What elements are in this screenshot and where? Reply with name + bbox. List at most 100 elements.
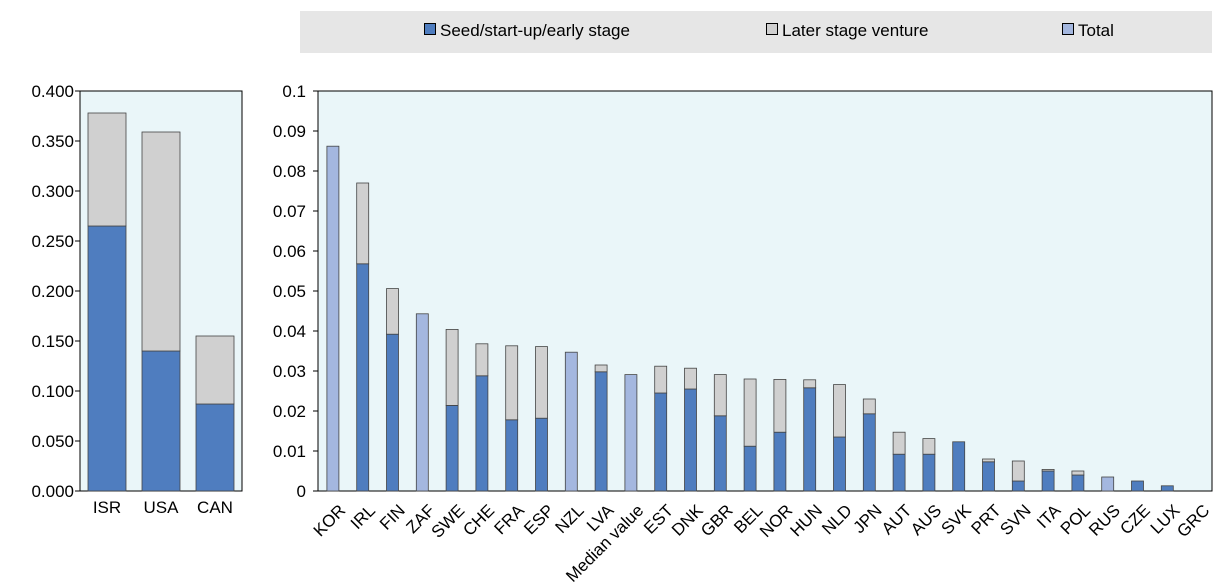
right-y-tick-label: 0.09 [273, 122, 306, 141]
left-bar-can-s1 [195, 335, 235, 405]
right-bar-lux-s0 [1160, 485, 1174, 492]
right-y-tick-label: 0.08 [273, 162, 306, 181]
right-x-label: CZE [1116, 501, 1153, 538]
right-x-label: EST [640, 501, 677, 538]
legend-item-seed: Seed/start-up/early stage [424, 21, 630, 41]
legend-swatch-total [1062, 23, 1074, 35]
right-x-label: NZL [551, 501, 587, 537]
right-x-label: HUN [787, 501, 826, 540]
right-x-label: GRC [1173, 501, 1213, 541]
left-y-tick-label: 0.200 [31, 282, 74, 301]
right-bar-jpn-s1 [862, 398, 876, 415]
right-bar-swe-s1 [445, 328, 459, 406]
left-y-tick-label: 0.400 [31, 82, 74, 101]
right-bar-swe-s0 [445, 404, 459, 492]
right-bar-svn-s1 [1011, 460, 1025, 482]
right-x-label: POL [1057, 501, 1094, 538]
right-bar-fra-s1 [505, 345, 519, 421]
right-bar-bel-s0 [743, 445, 757, 492]
left-y-tick-label: 0.000 [31, 482, 74, 501]
right-x-label: SVN [996, 501, 1034, 539]
right-y-tick-label: 0.01 [273, 442, 306, 461]
right-bar-jpn-s0 [862, 413, 876, 492]
right-y-tick-label: 0 [297, 482, 306, 501]
right-bar-ita-s0 [1041, 470, 1055, 492]
left-y-tick-label: 0.250 [31, 232, 74, 251]
right-bar-lva-s0 [594, 371, 608, 492]
right-bar-prt-s1 [982, 458, 995, 463]
right-bar-fin-s0 [386, 333, 399, 492]
legend-label-later: Later stage venture [782, 21, 929, 40]
right-x-label: CHE [459, 501, 498, 540]
left-bar-usa-s0 [141, 350, 181, 492]
right-x-label: FIN [376, 501, 409, 534]
right-x-label: SWE [428, 501, 469, 542]
right-bar-irl-s0 [356, 263, 370, 492]
right-y-tick-label: 0.03 [273, 362, 306, 381]
right-bar-aus-s0 [922, 453, 936, 492]
right-bar-esp-s1 [535, 346, 548, 419]
left-y-tick-label: 0.150 [31, 332, 74, 351]
right-bar-nld-s1 [833, 384, 846, 438]
right-x-label: AUS [907, 501, 945, 539]
left-bar-can-s0 [195, 403, 235, 492]
right-x-label: FRA [491, 500, 529, 538]
right-x-label: GBR [697, 501, 736, 540]
left-bar-isr-s1 [87, 112, 127, 227]
right-y-tick-label: 0.06 [273, 242, 306, 261]
left-bar-usa-s1 [141, 131, 181, 352]
right-bar-aus-s1 [922, 438, 936, 455]
right-x-label: DNK [668, 500, 707, 539]
right-bar-hun-s1 [803, 379, 817, 389]
right-bar-rus-s2 [1101, 476, 1115, 492]
legend-swatch-later [766, 23, 778, 35]
right-bar-hun-s0 [803, 387, 817, 492]
right-x-label: NOR [756, 501, 796, 541]
right-bar-median-value-s2 [624, 374, 638, 492]
right-x-label: ESP [520, 501, 557, 538]
right-bar-esp-s0 [535, 417, 548, 492]
right-x-label: SVK [938, 500, 976, 538]
right-plot-area [317, 90, 1213, 492]
right-y-tick-label: 0.07 [273, 202, 306, 221]
right-x-label: JPN [849, 501, 885, 537]
right-bar-pol-s1 [1071, 470, 1085, 476]
legend-swatch-seed [424, 23, 436, 35]
right-bar-dnk-s1 [684, 367, 697, 390]
right-y-tick-label: 0.05 [273, 282, 306, 301]
left-x-label: ISR [93, 498, 121, 517]
right-bar-che-s0 [475, 375, 489, 492]
left-y-tick-label: 0.100 [31, 382, 74, 401]
right-x-label: KOR [310, 501, 349, 540]
right-bar-lva-s1 [594, 364, 608, 373]
right-bar-nor-s0 [773, 431, 787, 492]
right-bar-svn-s0 [1011, 480, 1025, 492]
right-bar-svk-s0 [952, 441, 966, 492]
right-bar-est-s0 [654, 392, 668, 492]
right-bar-aut-s0 [892, 453, 906, 492]
left-y-tick-label: 0.350 [31, 132, 74, 151]
right-x-label: IRL [347, 501, 379, 533]
right-y-tick-label: 0.1 [282, 82, 306, 101]
legend-item-total: Total [1062, 21, 1114, 41]
right-bar-ita-s1 [1041, 468, 1055, 472]
right-x-label: PRT [968, 501, 1005, 538]
legend-item-later: Later stage venture [766, 21, 928, 41]
right-bar-prt-s0 [982, 461, 995, 492]
chart-legend: Seed/start-up/early stage Later stage ve… [300, 11, 1212, 53]
right-y-tick-label: 0.04 [273, 322, 306, 341]
right-bar-gbr-s1 [713, 374, 727, 417]
right-bar-kor-s2 [326, 145, 340, 492]
legend-label-total: Total [1078, 21, 1114, 40]
right-x-label: NLD [818, 501, 855, 538]
right-bar-fin-s1 [386, 288, 399, 335]
right-bar-bel-s1 [743, 378, 757, 447]
right-bar-dnk-s0 [684, 388, 697, 492]
right-x-label: AUT [878, 501, 915, 538]
right-bar-nzl-s2 [564, 351, 578, 492]
right-bar-cze-s0 [1131, 480, 1144, 492]
right-bar-est-s1 [654, 365, 668, 394]
right-bar-irl-s1 [356, 182, 370, 265]
left-y-tick-label: 0.300 [31, 182, 74, 201]
